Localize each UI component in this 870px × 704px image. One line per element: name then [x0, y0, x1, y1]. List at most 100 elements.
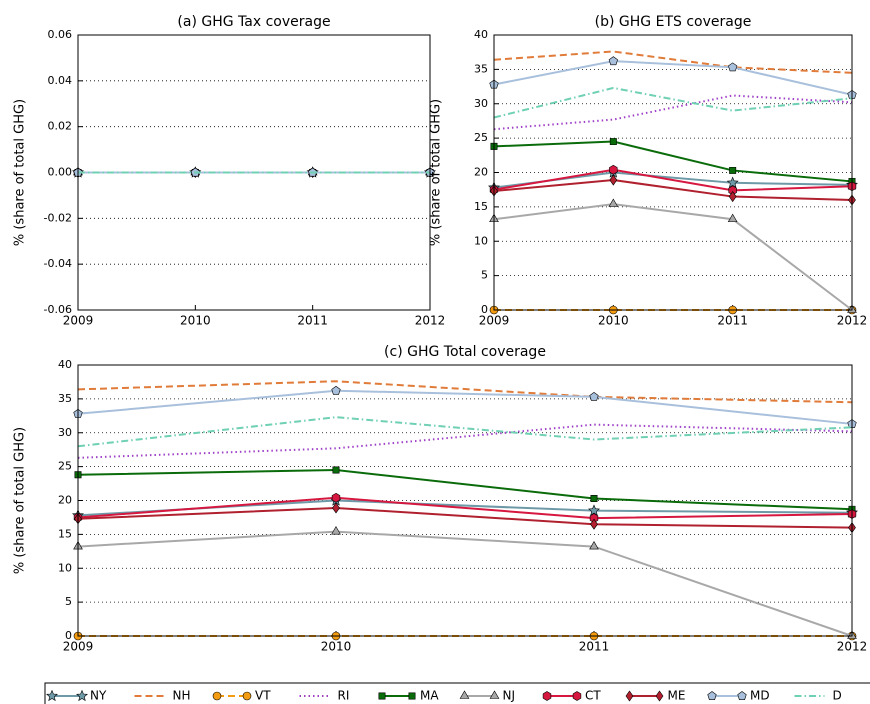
subplot-title: (c) GHG Total coverage [384, 344, 546, 360]
y-tick-label: 25 [474, 131, 488, 144]
series-line [493, 60, 853, 96]
marker [588, 504, 600, 516]
marker [609, 138, 617, 146]
marker [408, 692, 416, 700]
series-line [493, 168, 853, 192]
y-axis-label: % (share of total GHG) [429, 99, 444, 246]
series-line [77, 423, 853, 459]
y-tick-label: -0.06 [44, 303, 72, 316]
x-tick-label: 2009 [63, 314, 94, 328]
y-tick-label: -0.02 [44, 211, 72, 224]
series-line [77, 469, 853, 511]
y-tick-label: 10 [474, 234, 488, 247]
marker [459, 690, 470, 699]
y-tick-label: 0.04 [48, 74, 73, 87]
y-tick-label: 35 [58, 392, 72, 405]
y-tick-label: 40 [58, 358, 72, 371]
plot-frame [77, 34, 431, 311]
marker [589, 391, 599, 401]
x-tick-label: 2012 [837, 314, 868, 328]
x-tick-label: 2010 [180, 314, 211, 328]
y-axis-label: % (share of total GHG) [13, 99, 28, 246]
marker [332, 502, 340, 514]
legend: NY NH VT RI MA NJ CT ME MD D [44, 682, 870, 704]
series-line [77, 506, 853, 529]
y-tick-label: 0 [65, 629, 72, 642]
marker [608, 56, 618, 66]
marker [726, 176, 739, 188]
x-tick-label: 2010 [598, 314, 629, 328]
marker [609, 164, 618, 175]
legend-label: D [833, 689, 842, 703]
marker [728, 62, 738, 72]
y-tick-label: 0.00 [48, 166, 73, 179]
y-tick-label: 35 [474, 62, 488, 75]
marker [655, 690, 664, 702]
y-tick-label: 15 [474, 200, 488, 213]
y-tick-label: 30 [474, 97, 488, 110]
subplot-title: (a) GHG Tax coverage [177, 14, 330, 30]
x-tick-label: 2010 [321, 640, 352, 654]
marker [737, 691, 747, 700]
y-tick-label: 15 [58, 527, 72, 540]
marker [332, 466, 340, 474]
legend-frame [44, 682, 870, 704]
marker [728, 191, 737, 203]
marker [727, 213, 738, 223]
y-tick-label: 30 [58, 426, 72, 439]
legend-label: NJ [503, 689, 516, 703]
series-line [493, 50, 853, 74]
x-tick-label: 2011 [297, 314, 328, 328]
y-tick-label: 5 [481, 269, 488, 282]
legend-label: VT [255, 689, 271, 703]
series-line [77, 389, 853, 425]
series-line [493, 203, 853, 311]
legend-label: ME [668, 689, 686, 703]
x-tick-label: 2011 [717, 314, 748, 328]
marker [242, 691, 252, 701]
marker [542, 691, 552, 701]
y-tick-label: 0 [481, 303, 488, 316]
marker [212, 691, 222, 701]
marker [489, 690, 500, 699]
series-line [77, 416, 853, 448]
series-line [493, 179, 853, 201]
y-tick-label: 0.06 [48, 28, 73, 41]
x-tick-label: 2011 [579, 640, 610, 654]
marker [707, 691, 717, 700]
legend-label: CT [585, 689, 601, 703]
y-tick-label: 0.02 [48, 120, 73, 133]
subplot: (b) GHG ETS coverage % (share of total GH… [429, 14, 868, 328]
legend-label: MA [420, 689, 439, 703]
subplot: (c) GHG Total coverage % (share of total … [13, 344, 868, 654]
subplot-title: (b) GHG ETS coverage [595, 14, 752, 30]
series-line [77, 530, 853, 637]
subplot: (a) GHG Tax coverage % (share of total GH… [13, 14, 446, 328]
marker [378, 692, 386, 700]
plot-frame [493, 34, 853, 311]
y-tick-label: 20 [58, 494, 72, 507]
y-tick-label: 40 [474, 28, 488, 41]
marker [609, 174, 618, 186]
series-line [77, 380, 853, 404]
x-tick-label: 2012 [837, 640, 868, 654]
series-line [493, 140, 853, 183]
marker [729, 166, 737, 174]
x-tick-label: 2009 [63, 640, 94, 654]
marker [590, 494, 598, 502]
y-tick-label: -0.04 [44, 257, 72, 270]
y-tick-label: 10 [58, 561, 72, 574]
x-tick-label: 2009 [479, 314, 510, 328]
series-line [493, 86, 853, 119]
series-line [77, 496, 853, 520]
marker [572, 691, 582, 701]
marker [331, 492, 341, 503]
marker [608, 198, 619, 207]
marker [76, 689, 88, 702]
x-tick-label: 2012 [415, 314, 446, 328]
legend-label: NH [173, 689, 191, 703]
legend-label: NY [90, 689, 107, 703]
marker [625, 690, 634, 702]
